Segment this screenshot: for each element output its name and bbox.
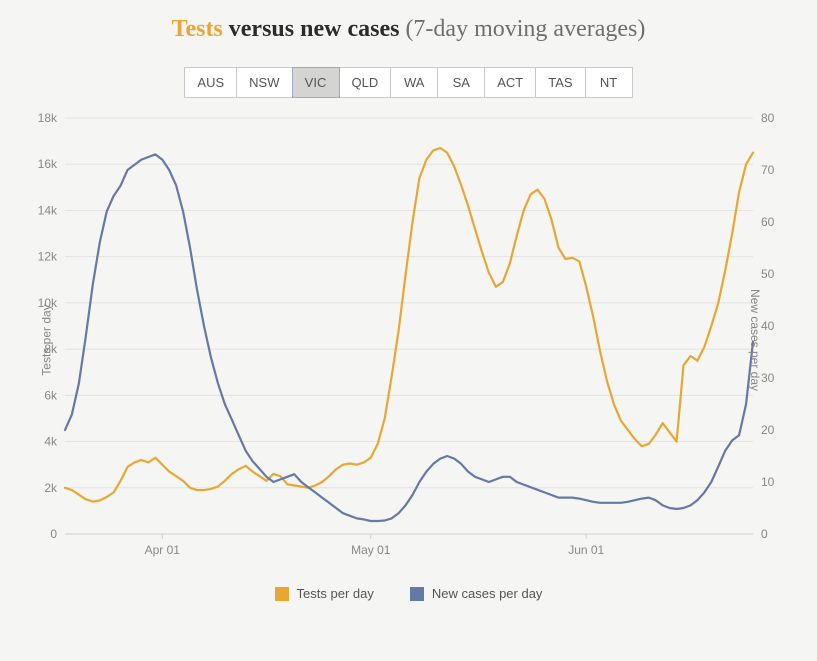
tab-qld[interactable]: QLD: [339, 67, 392, 98]
y-axis-right-label: New cases per day: [748, 289, 762, 391]
line-cases: [65, 154, 753, 521]
line-tests: [65, 148, 753, 502]
chart-container: Tests versus new cases (7-day moving ave…: [0, 0, 817, 661]
y-left-tick: 18k: [37, 111, 57, 125]
title-middle: versus new cases: [223, 16, 406, 42]
y-left-tick: 14k: [37, 203, 57, 217]
chart-title: Tests versus new cases (7-day moving ave…: [0, 16, 817, 43]
region-tabs: AUSNSWVICQLDWASAACTTASNT: [0, 67, 817, 98]
chart-area: Tests per day New cases per day 02k4k6k8…: [19, 110, 799, 570]
x-tick: Apr 01: [144, 543, 180, 557]
x-tick: Jun 01: [568, 543, 604, 557]
legend-label: Tests per day: [297, 586, 374, 601]
legend-label: New cases per day: [432, 586, 543, 601]
y-right-tick: 50: [761, 267, 775, 281]
title-accent: Tests: [172, 16, 223, 42]
legend-item: New cases per day: [410, 586, 543, 601]
y-right-tick: 10: [761, 475, 775, 489]
legend: Tests per day New cases per day: [0, 586, 817, 601]
tab-sa[interactable]: SA: [437, 67, 485, 98]
tab-nsw[interactable]: NSW: [236, 67, 292, 98]
tab-nt[interactable]: NT: [585, 67, 633, 98]
chart-svg: 02k4k6k8k10k12k14k16k18k0102030405060708…: [19, 110, 799, 570]
tab-tas[interactable]: TAS: [535, 67, 585, 98]
y-left-tick: 2k: [44, 481, 58, 495]
title-paren: (7-day moving averages): [405, 16, 645, 42]
legend-item: Tests per day: [275, 586, 374, 601]
y-right-tick: 70: [761, 163, 775, 177]
legend-swatch: [275, 587, 289, 601]
tab-aus[interactable]: AUS: [184, 67, 237, 98]
y-right-tick: 60: [761, 215, 775, 229]
y-right-tick: 80: [761, 111, 775, 125]
tab-wa[interactable]: WA: [390, 67, 438, 98]
tab-vic[interactable]: VIC: [292, 67, 340, 98]
y-right-tick: 40: [761, 319, 775, 333]
y-left-tick: 4k: [44, 435, 58, 449]
tab-act[interactable]: ACT: [484, 67, 536, 98]
y-right-tick: 30: [761, 371, 775, 385]
y-right-tick: 0: [761, 527, 768, 541]
y-axis-left-label: Tests per day: [39, 304, 53, 375]
legend-swatch: [410, 587, 424, 601]
y-right-tick: 20: [761, 423, 775, 437]
y-left-tick: 16k: [37, 157, 57, 171]
y-left-tick: 12k: [37, 250, 57, 264]
y-left-tick: 6k: [44, 388, 58, 402]
x-tick: May 01: [351, 543, 391, 557]
y-left-tick: 0: [50, 527, 57, 541]
